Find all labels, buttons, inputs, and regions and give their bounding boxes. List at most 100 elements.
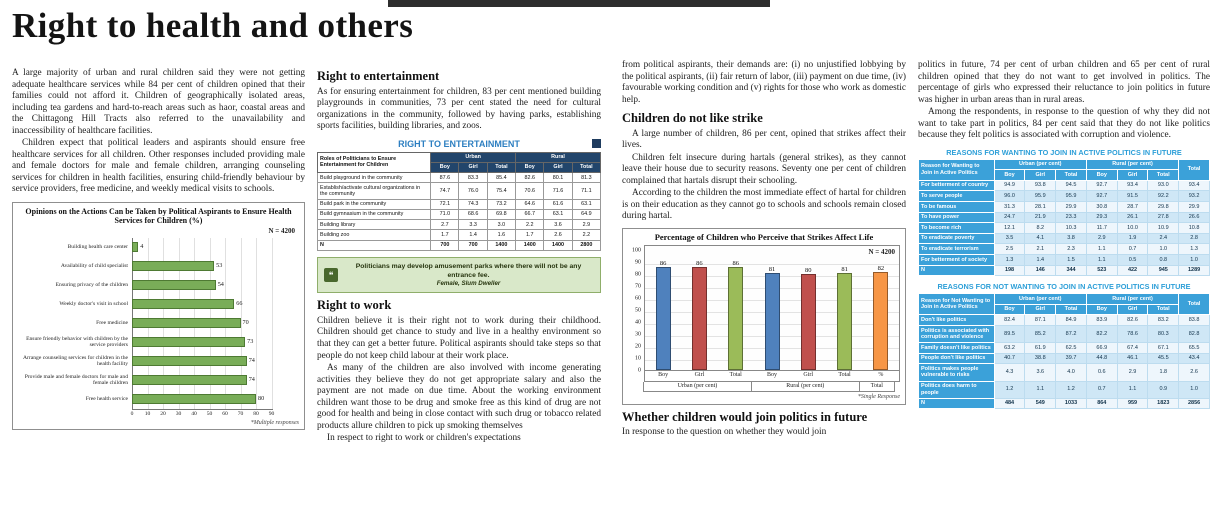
not-wanting-table-title: REASONS FOR NOT WANTING TO JOIN IN ACTIV… [937,282,1191,292]
column-header: Girl [543,161,573,174]
cell: 92.7 [1085,190,1118,203]
cell: 39.7 [1055,352,1087,365]
cell: 10.3 [1055,222,1087,234]
cell: 2.2 [571,229,602,241]
cell: 23.3 [1055,211,1087,224]
group-header: Rural [515,151,601,163]
chart-n-label: N = 4200 [868,248,895,257]
y-tick-label: 20 [635,343,641,350]
table-row: N 198 146 344 523 422 945 1289 [918,264,1210,277]
column-header: Boy [993,169,1026,181]
group-header: Total [1178,293,1210,316]
cell: 1289 [1178,264,1210,277]
bar-row: Building health care center 4 [18,238,299,257]
cell: 29.9 [1178,201,1210,213]
cell: 87.1 [1024,314,1057,326]
cell: 71.1 [571,182,602,200]
bar [132,242,139,253]
bar-label: Ensuring privacy of the children [55,282,128,289]
cell: 69.8 [486,208,517,221]
column-header: Girl [1116,303,1149,316]
bar-area: 54 [132,276,299,295]
cell: 3.6 [543,219,573,231]
table-row: N 484 549 1033 864 959 1823 2856 [918,397,1210,410]
cell: 75.4 [486,182,517,200]
header-row: Reason for Wanting to Join in Active Pol… [918,158,1210,181]
bar-value: 66 [236,300,243,308]
cell: 83.3 [458,172,488,184]
row-label: Build playground in the community [316,172,432,184]
cell: 344 [1055,264,1087,277]
not-wanting-politics-table: Reason for Not Wanting to Join in Active… [918,293,1210,410]
column-4: politics in future, 74 per cent of urban… [918,60,1210,410]
cell: 2.4 [1147,232,1180,245]
cell: 2.7 [430,219,460,231]
bar-value: 74 [248,357,255,365]
chart-footnote: *Single Response [857,394,900,401]
y-axis: 0 10 20 30 40 50 60 70 80 90 100 [628,245,644,374]
bar-value: 4 [140,243,144,251]
cell: 10.0 [1116,222,1149,234]
cell: 2800 [571,239,602,251]
cell: 3.5 [993,232,1026,245]
cell: 1.4 [458,229,488,241]
bar-value: 86 [732,260,739,268]
cell: 0.8 [1147,254,1180,266]
cell: 94.9 [993,179,1026,192]
axis-tick-label: 20 [160,410,166,417]
table-row: Building library 2.7 3.3 3.0 2.2 3.6 2.9 [316,219,602,231]
table-row: To eradicate terrorism 2.5 2.1 2.3 1.1 0.7 1.0… [918,243,1210,255]
cell: 700 [430,239,460,251]
bar-value: 74 [248,376,255,384]
body-paragraph: A large majority of urban and rural chil… [12,68,305,136]
bar-label: Availability of child specialist [60,263,128,270]
cell: 89.5 [993,325,1026,344]
bar-area: 73 [132,333,299,352]
masthead-strip [388,0,770,7]
bar-row: Arrange counseling services for children… [18,352,299,371]
bar [764,273,780,371]
bar-area: 70 [132,314,299,333]
row-label: To have power [918,211,995,224]
cell: 67.1 [1147,342,1180,354]
cell: 74.3 [458,198,488,210]
cell: 2.9 [571,219,602,231]
cell: 549 [1024,397,1057,410]
column-header: Girl [1116,169,1149,181]
bar [873,271,889,371]
cell: 83.9 [1085,314,1118,326]
cell: 2.3 [1055,243,1087,255]
column-header: Total [1147,169,1180,181]
bar-row: Ensuring privacy of the children 54 [18,276,299,295]
cell: 93.8 [1024,179,1057,192]
x-axis: 0 10 20 30 40 50 60 70 80 90 [131,408,274,418]
cell: 1.7 [515,229,545,241]
cell: 93.4 [1116,179,1149,192]
bar [132,280,216,291]
row-label: Build park in the community [316,198,432,210]
table-body: Build playground in the community 87.6 83.… [316,172,602,251]
cell: 0.5 [1116,254,1149,266]
bar-value: 80 [258,395,265,403]
bar-area: 4 [132,238,299,257]
cell: 82.8 [1178,325,1210,344]
chart-plot: N = 4200 86 86 86 81 80 81 82 [644,245,900,372]
gridline [240,237,242,409]
cell: 68.6 [458,208,488,221]
group-header: Urban (per cent) [993,158,1087,171]
category-label: % [878,372,884,379]
cell: 2.6 [543,229,573,241]
cell: 1.3 [1178,243,1210,255]
row-label: Building zoo [316,229,432,241]
group-header: Rural (per cent) [1085,293,1180,305]
gridline [271,237,273,409]
cell: 64.6 [515,198,545,210]
body-paragraph: Children expect that political leaders a… [12,138,305,195]
cell: 29.3 [1085,211,1118,224]
cell: 3.3 [458,219,488,231]
category-label: Boy [766,372,777,379]
row-label: To become rich [918,222,995,234]
row-label: Politics does harm to people [918,380,995,399]
cell: 700 [458,239,488,251]
cell: 82.2 [1085,325,1118,344]
